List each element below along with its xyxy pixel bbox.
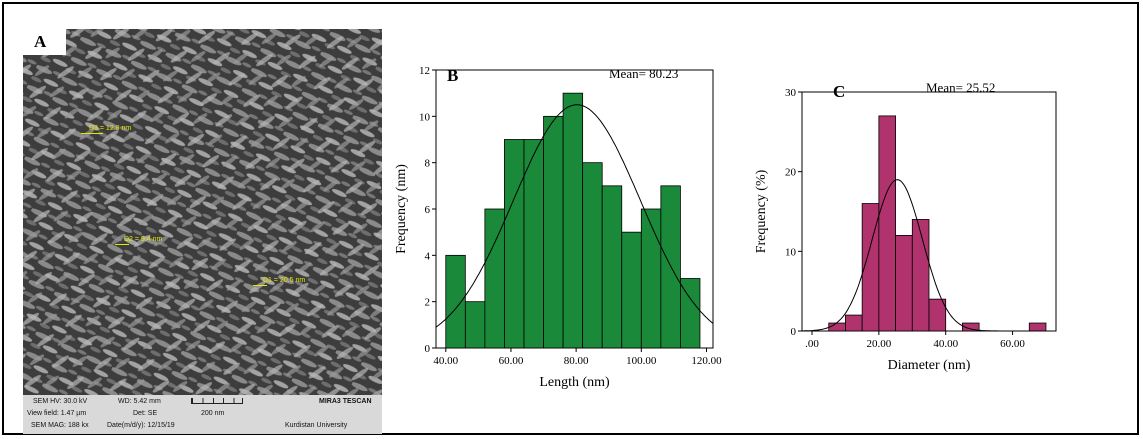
x-tick-label: 40.00 (933, 338, 958, 350)
y-tick-label: 30 (785, 87, 797, 99)
y-tick-label: 4 (425, 250, 431, 262)
y-tick-label: 10 (419, 111, 431, 123)
x-tick-label: .00 (805, 338, 819, 350)
normal-curve (435, 104, 714, 328)
working-distance: WD: 5.42 mm (118, 398, 161, 405)
histogram-bar (504, 139, 525, 349)
histogram-bar (621, 231, 642, 349)
measurement-line (81, 133, 103, 134)
panel-label-box: A (23, 29, 66, 55)
sem-image (23, 29, 382, 397)
histogram-bar (680, 278, 701, 349)
y-axis-label: Frequency (%) (754, 169, 769, 253)
x-tick-label: 100.00 (626, 355, 657, 367)
x-tick-label: 20.00 (866, 338, 891, 350)
histogram-bar (445, 254, 466, 349)
sem-magnification: SEM MAG: 188 kx (31, 422, 89, 429)
histogram-bar (845, 314, 863, 332)
instrument-brand: MIRA3 TESCAN (319, 398, 372, 405)
histogram-bar (523, 139, 544, 349)
panel-label: B (447, 66, 458, 85)
histogram-bar (582, 162, 603, 349)
histogram-bar (878, 115, 896, 332)
panel-label-a: A (34, 32, 47, 51)
histogram-bar (543, 115, 564, 349)
view-field: View field: 1.47 µm (27, 410, 87, 417)
diameter-histogram-chart: 0 10 20 30 .00 20.00 40.00 60.00 Diameter (nm) Fr… (754, 80, 1057, 373)
histogram-bar (962, 322, 980, 332)
measurement-label-d2: D2 = 9.4 nm (124, 236, 163, 243)
x-axis-label: Diameter (nm) (888, 358, 971, 373)
x-tick-label: 40.00 (433, 355, 458, 367)
mean-annotation: Mean= 25.52 (926, 80, 995, 95)
panel-label: C (833, 82, 845, 101)
y-tick-label: 12 (419, 65, 430, 77)
x-tick-label: 60.00 (1000, 338, 1025, 350)
measurement-line (115, 244, 129, 245)
sem-hv: SEM HV: 30.0 kV (33, 398, 88, 405)
histogram-bar (562, 92, 584, 349)
measurement-label-d1: D1 = 20.5 nm (263, 277, 306, 284)
histogram-bar (911, 219, 930, 332)
y-tick-label: 6 (425, 204, 431, 216)
normal-curve (802, 179, 1056, 332)
histogram-bar (601, 185, 623, 349)
scale-bar (191, 398, 243, 404)
measurement-line (253, 285, 267, 286)
histogram-bar (484, 208, 505, 349)
y-tick-label: 8 (425, 158, 431, 170)
x-axis-label: Length (nm) (539, 375, 610, 390)
histogram-bar (895, 234, 913, 332)
histogram-bar (640, 208, 662, 349)
y-tick-label: 2 (425, 297, 431, 309)
y-tick-label: 0 (425, 343, 431, 355)
y-tick-label: 10 (785, 246, 797, 258)
institution: Kurdistan University (285, 422, 348, 429)
histogram-bar (464, 301, 486, 349)
y-tick-label: 0 (791, 326, 797, 338)
mean-annotation: Mean= 80.23 (609, 66, 678, 81)
x-tick-label: 80.00 (564, 355, 589, 367)
sem-info-bar: SEM HV: 30.0 kV WD: 5.42 mm MIRA3 TESCAN… (23, 395, 382, 434)
measurement-label-d3: D3 = 12.8 nm (89, 125, 132, 132)
detector: Det: SE (133, 410, 158, 417)
histogram-bar (1028, 322, 1047, 332)
scale-label: 200 nm (201, 410, 225, 417)
length-histogram-chart: 0 2 4 6 8 10 12 40.00 60.00 80.00 100.00 120.00 Leng… (394, 65, 722, 390)
sem-micrograph-panel: A D3 = 12.8 nm D2 = 9.4 nm D1 = 20.5 nm … (23, 29, 382, 434)
y-axis-label: Frequency (nm) (394, 164, 409, 254)
histogram-bar (828, 322, 846, 332)
acquisition-date: Date(m/d/y): 12/15/19 (107, 422, 175, 429)
histogram-bar (928, 298, 947, 332)
y-tick-label: 20 (785, 167, 797, 179)
x-tick-label: 60.00 (499, 355, 524, 367)
x-tick-label: 120.00 (691, 355, 722, 367)
